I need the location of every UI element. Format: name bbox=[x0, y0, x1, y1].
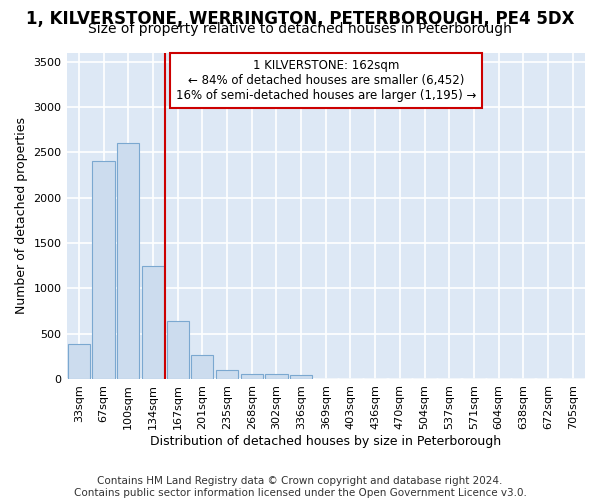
Bar bbox=[117, 143, 139, 379]
Bar bbox=[191, 356, 214, 379]
Bar bbox=[92, 162, 115, 379]
Bar bbox=[68, 344, 90, 379]
Bar bbox=[142, 266, 164, 379]
Text: 1, KILVERSTONE, WERRINGTON, PETERBOROUGH, PE4 5DX: 1, KILVERSTONE, WERRINGTON, PETERBOROUGH… bbox=[26, 10, 574, 28]
Bar bbox=[167, 321, 189, 379]
Text: Contains HM Land Registry data © Crown copyright and database right 2024.
Contai: Contains HM Land Registry data © Crown c… bbox=[74, 476, 526, 498]
Text: 1 KILVERSTONE: 162sqm
← 84% of detached houses are smaller (6,452)
16% of semi-d: 1 KILVERSTONE: 162sqm ← 84% of detached … bbox=[176, 59, 476, 102]
Bar bbox=[265, 374, 287, 379]
Bar bbox=[290, 376, 312, 379]
X-axis label: Distribution of detached houses by size in Peterborough: Distribution of detached houses by size … bbox=[150, 434, 502, 448]
Bar bbox=[241, 374, 263, 379]
Bar bbox=[216, 370, 238, 379]
Y-axis label: Number of detached properties: Number of detached properties bbox=[15, 118, 28, 314]
Text: Size of property relative to detached houses in Peterborough: Size of property relative to detached ho… bbox=[88, 22, 512, 36]
